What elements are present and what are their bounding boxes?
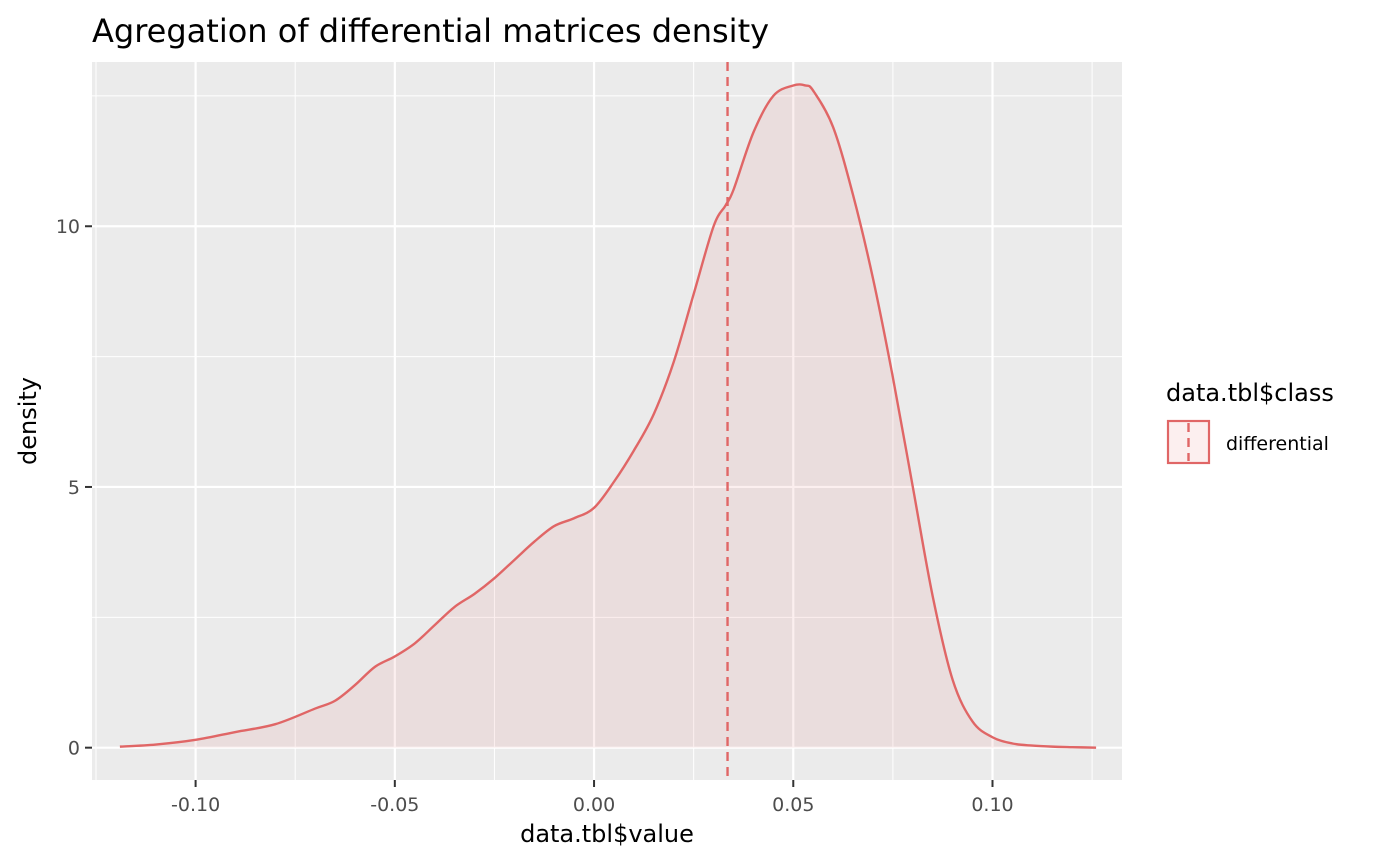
x-tick-label: 0.10 (971, 794, 1013, 816)
axes: -0.10 -0.05 0.00 0.05 0.10 0 5 10 (56, 216, 1014, 816)
density-line-differential (119, 83, 1097, 749)
y-axis-title: density (14, 377, 42, 465)
legend-label-differential: differential (1226, 433, 1329, 455)
series-layer (119, 62, 1097, 780)
x-tick-label: -0.05 (370, 794, 419, 816)
plot-panel (92, 62, 1122, 780)
grid-lines (92, 62, 1122, 780)
x-axis-title: data.tbl$value (520, 820, 694, 848)
y-tick-label: 5 (68, 477, 80, 499)
legend: data.tbl$class differential (1166, 379, 1334, 465)
x-tick-label: 0.05 (772, 794, 814, 816)
legend-title: data.tbl$class (1166, 379, 1334, 407)
x-tick-label: -0.10 (171, 794, 220, 816)
y-tick-label: 0 (68, 738, 80, 760)
x-tick-label: 0.00 (573, 794, 615, 816)
legend-key-differential (1166, 419, 1211, 465)
density-area-differential (119, 84, 1097, 748)
y-tick-label: 10 (56, 216, 80, 238)
chart-title: Agregation of differential matrices dens… (92, 12, 769, 50)
